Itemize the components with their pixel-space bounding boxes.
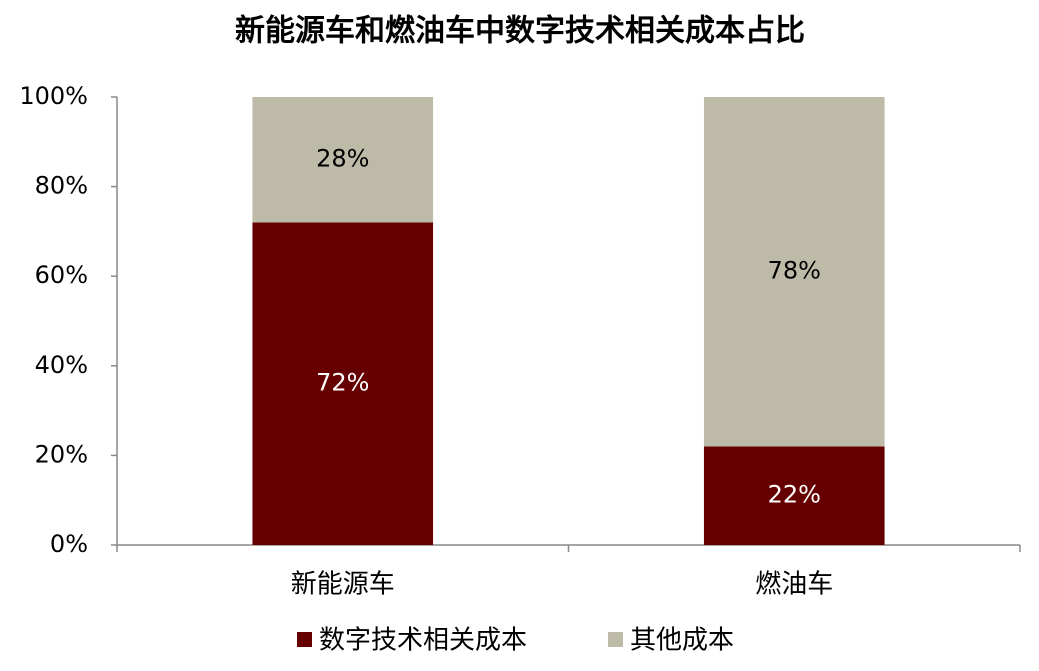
x-tick-label: 燃油车	[755, 570, 833, 600]
legend-swatch	[608, 632, 623, 647]
y-tick-label: 40%	[35, 351, 88, 379]
bar-segment	[703, 97, 885, 447]
data-label: 78%	[768, 257, 821, 285]
data-label: 22%	[768, 481, 821, 509]
legend-swatch	[297, 632, 312, 647]
data-label: 28%	[316, 145, 369, 173]
y-tick-label: 20%	[35, 440, 88, 468]
x-tick-label: 新能源车	[291, 570, 395, 600]
bar-segment	[252, 97, 434, 223]
y-tick-label: 100%	[19, 82, 88, 110]
y-tick-label: 80%	[35, 172, 88, 200]
chart-title: 新能源车和燃油车中数字技术相关成本占比	[235, 14, 805, 49]
legend-label: 其他成本	[630, 626, 734, 656]
y-tick-label: 0%	[50, 530, 88, 558]
data-label: 72%	[316, 369, 369, 397]
bar-segment	[703, 446, 885, 545]
y-tick-label: 60%	[35, 261, 88, 289]
legend-label: 数字技术相关成本	[319, 626, 527, 656]
bar-segment	[252, 222, 434, 545]
